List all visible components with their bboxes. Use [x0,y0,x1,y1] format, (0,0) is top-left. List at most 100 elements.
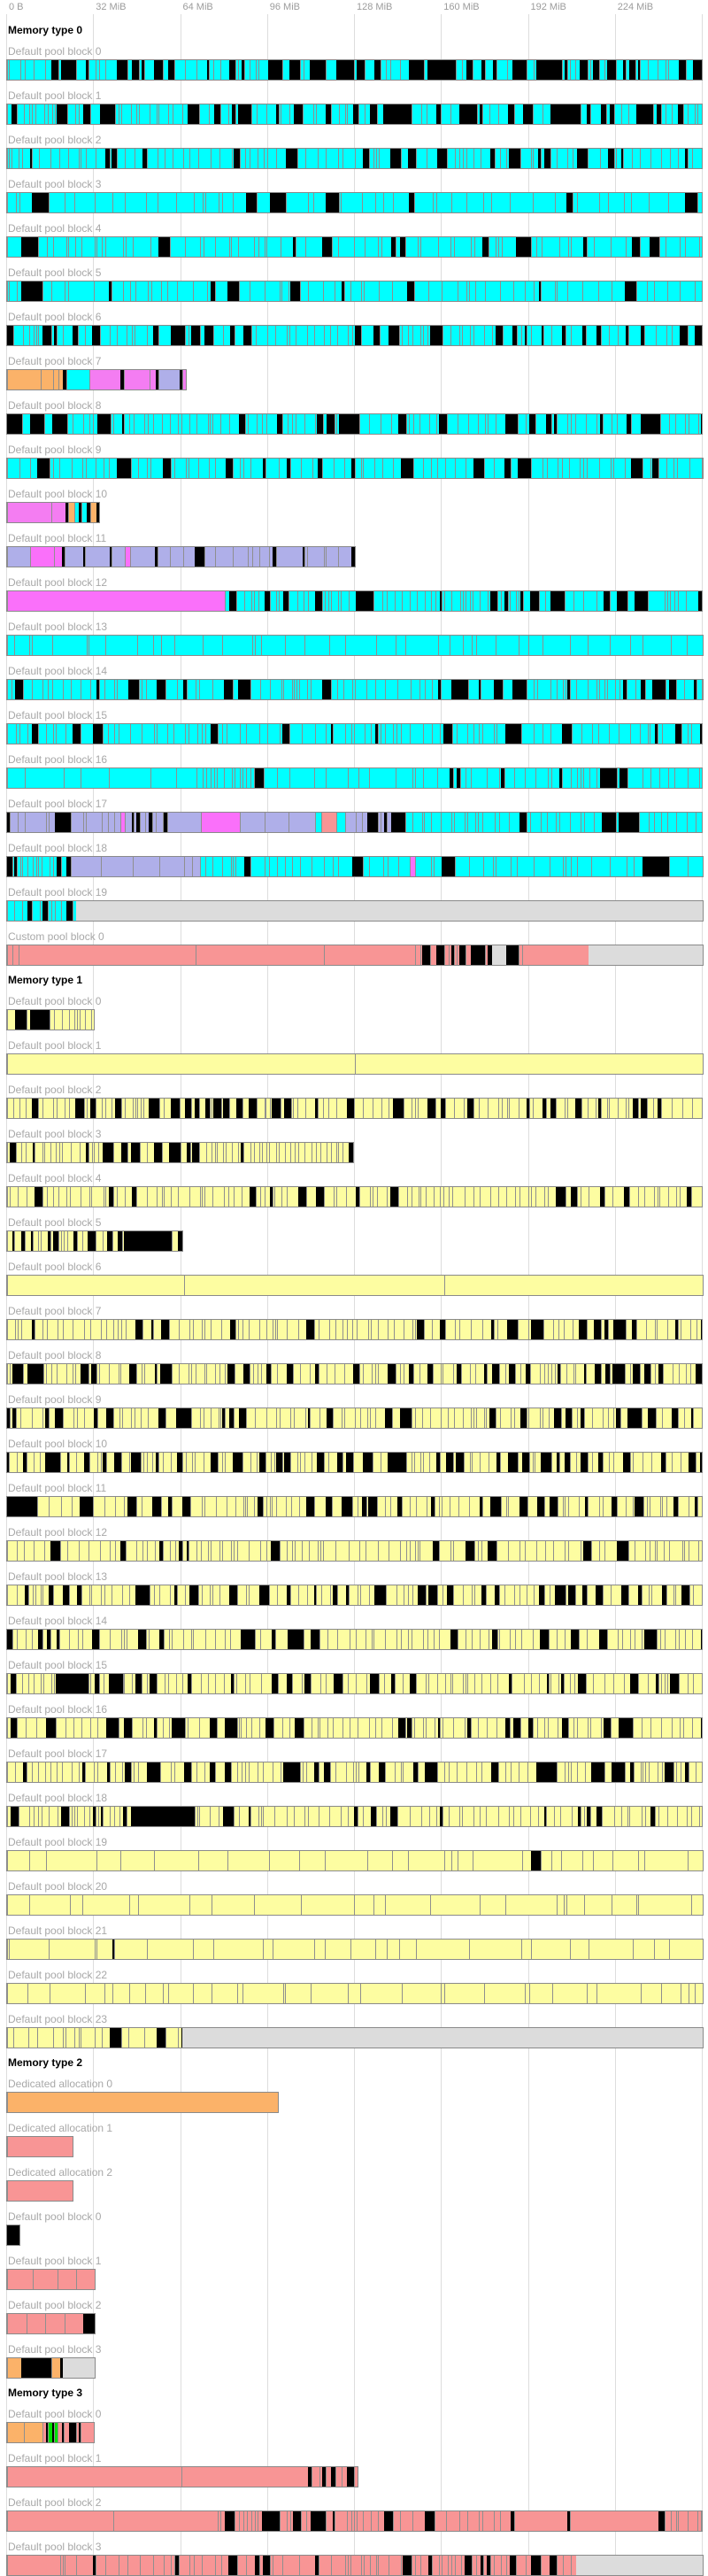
allocation-seg [255,1630,261,1649]
allocation-seg-black [222,1807,225,1826]
allocation-seg [217,1453,223,1472]
allocation-seg [67,104,75,124]
allocation-seg-black [654,857,662,876]
allocation-seg [242,1497,245,1516]
allocation-seg-black [320,2511,327,2531]
allocation-seg [372,1453,381,1472]
allocation-seg [129,1585,136,1605]
allocation-seg [25,1143,33,1162]
allocation-seg [191,857,200,876]
allocation-seg [446,149,455,168]
allocation-seg [456,768,460,788]
allocation-seg [277,1320,288,1339]
allocation-seg [101,813,108,832]
allocation-seg-black [227,2511,232,2531]
allocation-seg [304,1630,312,1649]
allocation-seg [423,326,427,345]
allocation-seg-black [527,1718,534,1738]
allocation-seg [82,1630,93,1649]
allocation-seg [514,2511,568,2531]
allocation-seg-black [580,1408,584,1428]
allocation-seg [418,1762,426,1782]
free-space-seg [75,901,703,921]
allocation-seg [598,60,604,80]
allocation-seg [580,104,587,124]
allocation-seg [147,1541,156,1561]
allocation-seg [665,1453,673,1472]
allocation-seg [668,1940,703,1959]
allocation-seg [59,1630,69,1649]
allocation-seg [110,1541,116,1561]
allocation-seg [298,1851,326,1870]
allocation-seg-black [237,680,246,699]
allocation-seg [434,857,442,876]
allocation-seg-black [466,1099,474,1118]
allocation-seg [96,503,99,522]
allocation-seg [162,1187,165,1207]
allocation-seg [436,1807,441,1826]
allocation-seg [190,1497,202,1516]
allocation-seg [685,1630,693,1649]
allocation-seg-black [165,1364,172,1384]
allocation-seg [302,1762,307,1782]
allocation-seg [105,1320,113,1339]
allocation-seg [65,2028,75,2048]
allocation-seg [680,1984,689,2003]
allocation-seg [472,60,482,80]
allocation-seg [162,1718,169,1738]
allocation-seg [138,60,142,80]
allocation-seg [354,724,366,744]
allocation-seg-black [258,1585,266,1605]
allocation-seg [681,1541,684,1561]
allocation-seg [517,414,527,434]
allocation-seg [7,1762,16,1782]
allocation-seg [483,1408,487,1428]
allocation-seg-black [177,1453,182,1472]
allocation-seg [7,370,41,389]
allocation-seg-black [598,1585,603,1605]
allocation-seg [690,1320,697,1339]
allocation-seg-black [390,1674,395,1693]
allocation-seg [513,768,525,788]
allocation-seg [669,1541,682,1561]
allocation-seg [289,459,301,478]
allocation-seg [129,724,142,744]
allocation-seg [43,1143,50,1162]
allocation-seg [245,724,259,744]
allocation-seg [27,1010,30,1030]
allocation-seg-black [554,1408,562,1428]
allocation-seg [263,1762,273,1782]
allocation-seg-black [429,326,437,345]
allocation-seg [408,414,414,434]
allocation-seg [122,282,131,301]
allocation-seg-black [621,1585,628,1605]
free-space-seg [588,945,703,965]
allocation-seg [658,1762,663,1782]
allocation-seg [414,857,432,876]
allocation-seg [437,1762,445,1782]
allocation-seg [402,1984,441,2003]
allocation-seg [237,1541,250,1561]
block-label: Default pool block 12 [8,1526,108,1539]
allocation-seg [141,1453,143,1472]
allocation-seg [83,2314,95,2333]
allocation-seg-black [594,1320,602,1339]
allocation-seg [467,414,479,434]
allocation-seg [369,149,374,168]
allocation-seg [293,1364,300,1384]
allocation-seg [16,1585,26,1605]
allocation-seg-black [36,1010,41,1030]
allocation-seg [140,2556,154,2575]
allocation-seg [637,1851,644,1870]
allocation-seg [104,636,137,655]
allocation-seg-black [600,104,607,124]
allocation-seg [484,282,501,301]
allocation-seg [104,1187,106,1207]
allocation-seg [48,193,65,212]
allocation-seg [83,1408,94,1428]
allocation-seg-black [92,1630,96,1649]
allocation-seg-black [562,1718,567,1738]
allocation-seg [525,1984,529,2003]
allocation-seg [472,1453,481,1472]
allocation-seg-black [489,1408,493,1428]
